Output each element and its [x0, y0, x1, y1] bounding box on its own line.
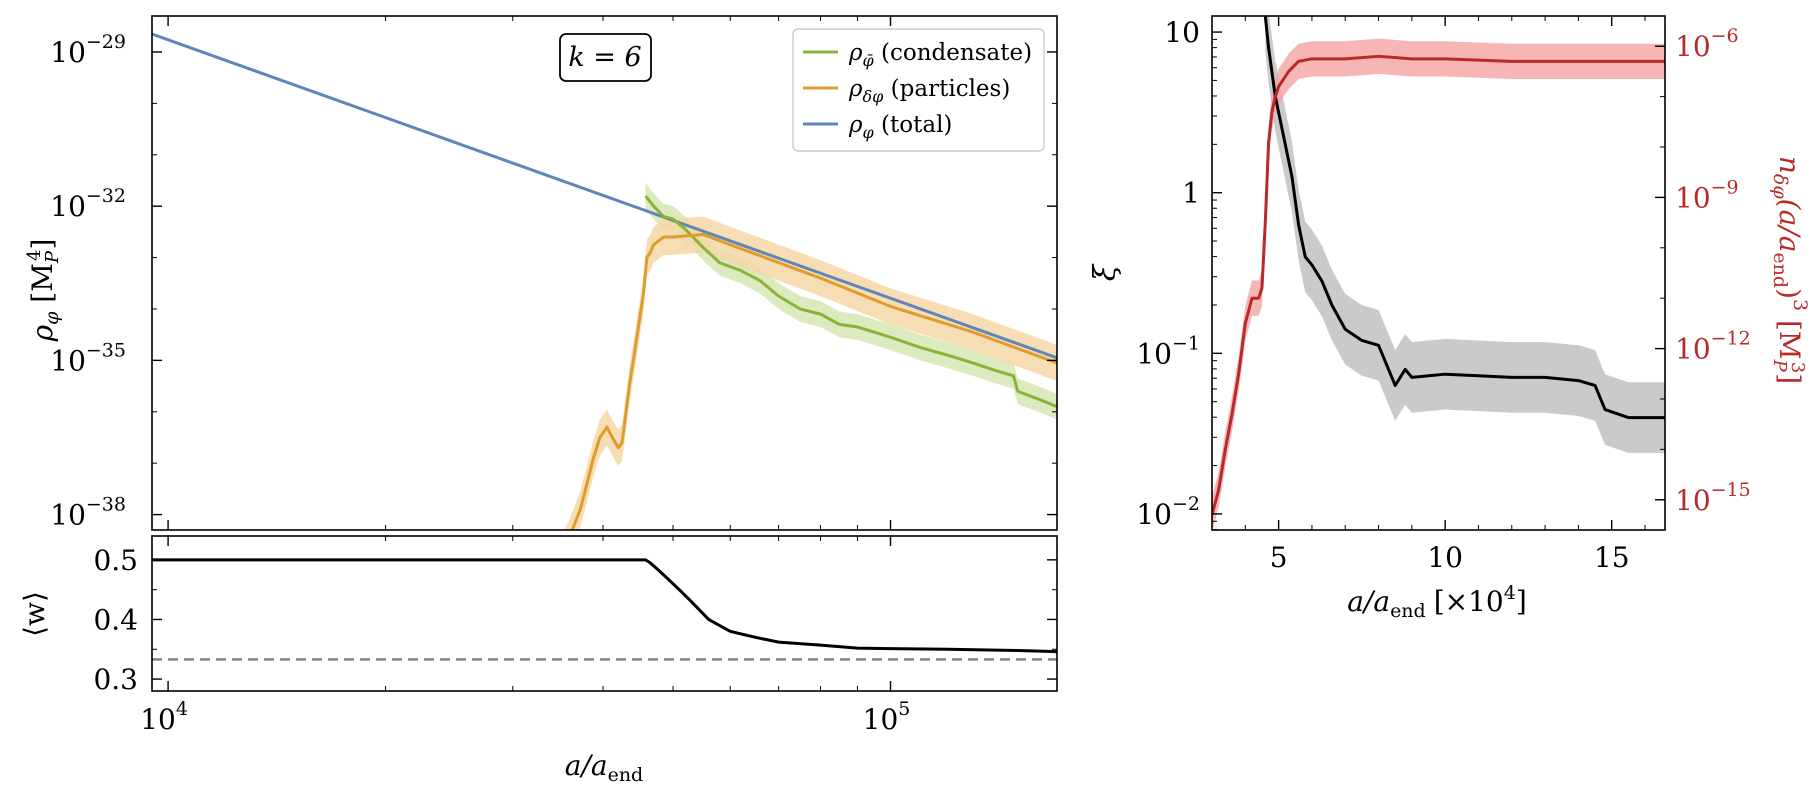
xtick-label: 104: [140, 698, 188, 736]
xi-ytick-label: 1: [1182, 177, 1200, 210]
r-xtick-label: 5: [1270, 541, 1288, 574]
legend-label: ρφ̄ (condensate): [848, 40, 1032, 70]
legend-label: ρδφ (particles): [848, 76, 1010, 106]
xi-ytick-label: 10−1: [1136, 332, 1200, 370]
ytick-label: 10−38: [50, 494, 126, 532]
xi-band: [1265, 16, 1665, 453]
ytick-label: 10−29: [50, 31, 126, 69]
r-xtick-label: 10: [1427, 541, 1463, 574]
xi-ytick-label: 10: [1164, 16, 1200, 49]
w-ytick-label: 0.3: [93, 663, 138, 696]
r-xtick-label: 15: [1594, 541, 1630, 574]
n-ytick-label: 10−12: [1675, 328, 1751, 366]
k-annotation: k = 6: [559, 33, 652, 82]
n-ytick-label: 10−9: [1675, 176, 1739, 214]
ytick-label: 10−35: [50, 339, 126, 377]
xtick-label: 105: [863, 698, 911, 736]
n-line: [1212, 54, 1665, 516]
particles-line: [570, 232, 1057, 530]
right-xlabel: a/aend [×104]: [1347, 582, 1527, 622]
legend-frame: [792, 28, 1045, 152]
xi-line: [1263, 16, 1665, 420]
equation-of-state-plot: 0.3 0.4 0.5 104 105 ⟨w⟩ a/aend: [18, 535, 1058, 786]
number-density-ylabel: nδφ(a/aend)3 [MP3]: [1769, 156, 1811, 384]
legend: ρφ̄ (condensate) ρδφ (particles) ρφ (total…: [792, 28, 1045, 152]
w-ytick-label: 0.5: [93, 544, 138, 577]
n-ytick-label: 10−15: [1675, 479, 1751, 517]
condensate-line: [644, 194, 1057, 409]
xi-ylabel: ξ: [1088, 263, 1123, 281]
energy-density-plot: 10−29 10−32 10−35 10−38 k = 6 ρφ̄ (condensa…: [24, 15, 1058, 532]
ytick-label: 10−32: [50, 185, 126, 223]
w-ytick-label: 0.4: [93, 603, 138, 636]
k-annotation-text: k = 6: [568, 42, 641, 73]
main-xlabel: a/aend: [565, 749, 643, 786]
legend-label: ρφ (total): [848, 112, 952, 142]
right-plot-frame: [1211, 15, 1666, 531]
w-line: [152, 558, 1057, 654]
energy-density-ylabel: ρφ [MP4]: [24, 239, 63, 343]
xi-number-density-plot: 5 10 15 10−2 10−1 1 10 10−6 10−9 10−12 10−15 ξ nδφ…: [1088, 15, 1811, 622]
condensate-band: [645, 183, 1057, 420]
w-ylabel: ⟨w⟩: [18, 591, 51, 637]
main-plot-frame: [151, 15, 1058, 531]
total-line: [152, 32, 1057, 360]
particles-band: [564, 216, 1057, 530]
xi-ytick-label: 10−2: [1136, 493, 1200, 531]
n-ytick-label: 10−6: [1675, 25, 1739, 63]
w-plot-frame: [151, 535, 1058, 692]
